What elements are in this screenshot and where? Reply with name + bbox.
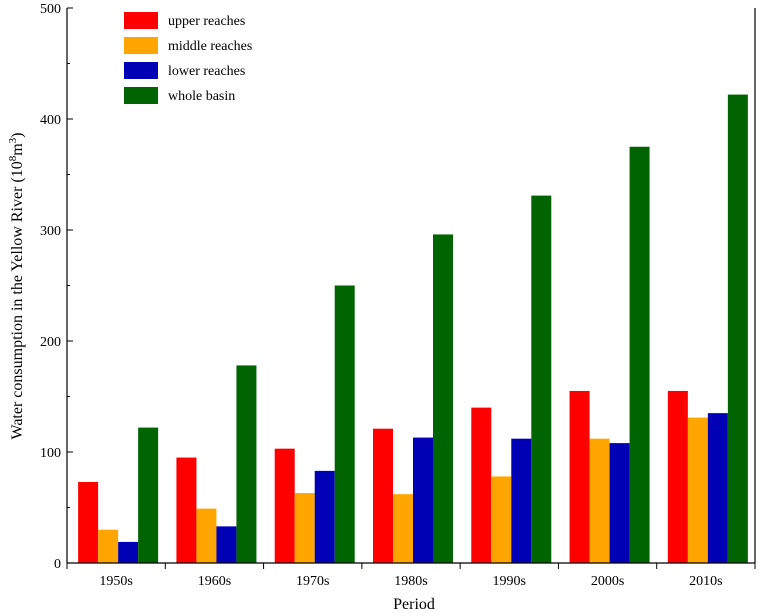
x-tick-label: 1990s xyxy=(493,574,526,589)
bar-lower-reaches-1970s xyxy=(314,470,335,563)
bar-middle-reaches-2010s xyxy=(687,417,708,563)
bar-lower-reaches-1980s xyxy=(413,437,433,563)
bar-lower-reaches-1950s xyxy=(118,541,139,563)
bar-upper-reaches-1950s xyxy=(78,481,99,563)
x-tick-label: 1950s xyxy=(99,574,132,589)
bar-upper-reaches-1980s xyxy=(373,428,393,563)
y-tick-label: 400 xyxy=(40,113,61,128)
legend-label-middle-reaches: middle reaches xyxy=(168,39,252,54)
bar-middle-reaches-1960s xyxy=(196,508,217,563)
y-tick-label: 100 xyxy=(40,446,61,461)
legend: upper reaches middle reaches lower reaches… xyxy=(124,12,252,104)
bar-upper-reaches-1970s xyxy=(274,448,295,563)
x-axis-title: Period xyxy=(393,596,435,613)
bar-middle-reaches-1970s xyxy=(294,493,315,563)
x-tick-label: 1970s xyxy=(296,574,329,589)
bar-whole-basin-1980s xyxy=(433,234,453,563)
bars-group xyxy=(78,94,748,563)
x-tick-label: 2000s xyxy=(591,574,624,589)
bar-whole-basin-1950s xyxy=(138,427,159,563)
bar-whole-basin-2000s xyxy=(629,146,650,563)
x-tick-label: 2010s xyxy=(689,574,722,589)
bar-lower-reaches-2010s xyxy=(707,413,728,563)
legend-label-upper-reaches: upper reaches xyxy=(168,14,245,29)
y-tick-label: 300 xyxy=(40,224,61,239)
bar-middle-reaches-1980s xyxy=(393,494,413,563)
legend-swatch-lower-reaches xyxy=(124,62,158,79)
bar-upper-reaches-1960s xyxy=(176,457,197,563)
y-tick-label: 200 xyxy=(40,335,61,350)
bar-lower-reaches-1990s xyxy=(511,438,532,563)
bar-middle-reaches-2000s xyxy=(589,438,610,563)
x-tick-label: 1980s xyxy=(394,574,427,589)
y-tick-label: 0 xyxy=(54,557,61,572)
bar-whole-basin-1970s xyxy=(334,285,355,563)
legend-label-lower-reaches: lower reaches xyxy=(168,64,245,79)
bar-whole-basin-1960s xyxy=(236,365,257,563)
legend-swatch-middle-reaches xyxy=(124,37,158,54)
y-tick-label: 500 xyxy=(40,2,61,17)
legend-label-whole-basin: whole basin xyxy=(168,89,235,104)
y-axis-title: Water consumption in the Yellow River (1… xyxy=(7,132,26,439)
bar-upper-reaches-2000s xyxy=(569,390,590,563)
bar-upper-reaches-1990s xyxy=(471,407,492,563)
legend-swatch-whole-basin xyxy=(124,87,158,104)
bar-lower-reaches-1960s xyxy=(216,526,237,563)
legend-swatch-upper-reaches xyxy=(124,12,158,29)
bar-whole-basin-1990s xyxy=(531,195,552,563)
bar-middle-reaches-1950s xyxy=(98,529,119,563)
bar-upper-reaches-2010s xyxy=(667,390,688,563)
axes-group: 0 100 200 300 400 500 1950s 1960s 1970s 1980s 1990… xyxy=(40,2,756,589)
bar-lower-reaches-2000s xyxy=(609,443,630,563)
bar-middle-reaches-1990s xyxy=(491,476,512,563)
bar-whole-basin-2010s xyxy=(727,94,748,563)
x-tick-label: 1960s xyxy=(198,574,231,589)
